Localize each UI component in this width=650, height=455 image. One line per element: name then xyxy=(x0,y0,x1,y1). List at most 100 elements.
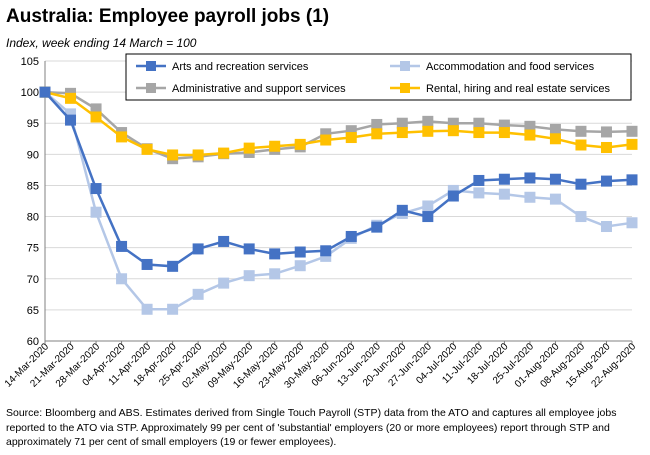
data-point xyxy=(422,125,434,137)
data-point xyxy=(269,248,281,260)
data-point xyxy=(320,134,332,146)
data-point xyxy=(116,273,128,285)
data-point xyxy=(600,221,612,233)
series-line-0 xyxy=(44,91,633,268)
data-point xyxy=(90,111,102,123)
y-tick-label: 70 xyxy=(27,274,39,286)
data-point xyxy=(396,127,408,139)
data-point xyxy=(371,221,383,233)
data-point xyxy=(294,260,306,272)
source-note: Source: Bloomberg and ABS. Estimates der… xyxy=(6,407,617,448)
data-point xyxy=(549,123,561,135)
data-point xyxy=(218,235,230,247)
legend-box xyxy=(125,53,632,101)
data-point xyxy=(626,174,638,186)
y-tick-label: 95 xyxy=(27,118,39,130)
data-point xyxy=(447,190,459,202)
data-point xyxy=(575,125,587,137)
data-point xyxy=(371,128,383,140)
data-point xyxy=(90,183,102,195)
data-point xyxy=(575,211,587,223)
data-point xyxy=(320,128,332,140)
data-point xyxy=(116,240,128,252)
series-line-1 xyxy=(44,91,633,311)
data-point xyxy=(269,268,281,280)
legend-swatch-marker xyxy=(146,83,156,93)
data-point xyxy=(39,86,51,98)
data-point xyxy=(65,114,77,126)
legend-label: Accommodation and food services xyxy=(426,61,595,73)
data-point xyxy=(243,142,255,154)
data-point xyxy=(167,260,179,272)
y-tick-label: 80 xyxy=(27,212,39,224)
data-point xyxy=(447,125,459,137)
y-tick-label: 75 xyxy=(27,243,39,255)
data-point xyxy=(473,117,485,129)
legend-label: Administrative and support services xyxy=(172,83,346,95)
data-point xyxy=(269,140,281,152)
data-point xyxy=(345,125,357,137)
legend-swatch-marker xyxy=(400,83,410,93)
data-point xyxy=(192,243,204,255)
data-point xyxy=(90,103,102,115)
data-point xyxy=(116,131,128,143)
data-point xyxy=(447,117,459,129)
data-point xyxy=(575,139,587,151)
data-point xyxy=(243,270,255,282)
data-point xyxy=(141,143,153,155)
data-point xyxy=(626,138,638,150)
data-point xyxy=(626,125,638,137)
data-point xyxy=(192,149,204,161)
legend-swatch-marker xyxy=(146,61,156,71)
data-point xyxy=(575,178,587,190)
y-tick-label: 60 xyxy=(27,336,39,348)
y-tick-label: 85 xyxy=(27,180,39,192)
data-point xyxy=(524,191,536,203)
data-point xyxy=(371,118,383,130)
data-point xyxy=(243,243,255,255)
data-point xyxy=(498,127,510,139)
y-tick-label: 90 xyxy=(27,149,39,161)
data-point xyxy=(320,250,332,262)
data-point xyxy=(396,117,408,129)
data-point xyxy=(524,120,536,132)
data-point xyxy=(447,184,459,196)
data-point xyxy=(294,138,306,150)
data-point xyxy=(422,115,434,127)
data-point xyxy=(218,277,230,289)
legend-label: Rental, hiring and real estate services xyxy=(426,83,611,95)
data-point xyxy=(524,129,536,141)
data-point xyxy=(473,127,485,139)
data-point xyxy=(141,258,153,270)
data-point xyxy=(320,245,332,257)
data-point xyxy=(626,217,638,229)
data-point xyxy=(167,303,179,315)
data-point xyxy=(218,147,230,159)
data-point xyxy=(524,172,536,184)
data-point xyxy=(65,108,77,120)
series-line-2 xyxy=(44,90,633,160)
data-point xyxy=(549,133,561,145)
data-point xyxy=(600,141,612,153)
data-point xyxy=(498,188,510,200)
y-tick-label: 105 xyxy=(21,56,39,68)
chart-subtitle: Index, week ending 14 March = 100 xyxy=(6,36,197,50)
data-point xyxy=(549,173,561,185)
data-point xyxy=(498,173,510,185)
data-point xyxy=(192,288,204,300)
data-point xyxy=(141,303,153,315)
legend-swatch-marker xyxy=(400,61,410,71)
data-point xyxy=(167,149,179,161)
data-point xyxy=(422,200,434,212)
data-point xyxy=(345,230,357,242)
data-point xyxy=(422,211,434,223)
data-point xyxy=(498,119,510,131)
data-point xyxy=(90,206,102,218)
chart-title: Australia: Employee payroll jobs (1) xyxy=(6,6,330,27)
data-point xyxy=(345,132,357,144)
legend-label: Arts and recreation services xyxy=(172,61,309,73)
data-point xyxy=(294,246,306,258)
y-tick-label: 100 xyxy=(21,87,39,99)
y-tick-label: 65 xyxy=(27,305,39,317)
